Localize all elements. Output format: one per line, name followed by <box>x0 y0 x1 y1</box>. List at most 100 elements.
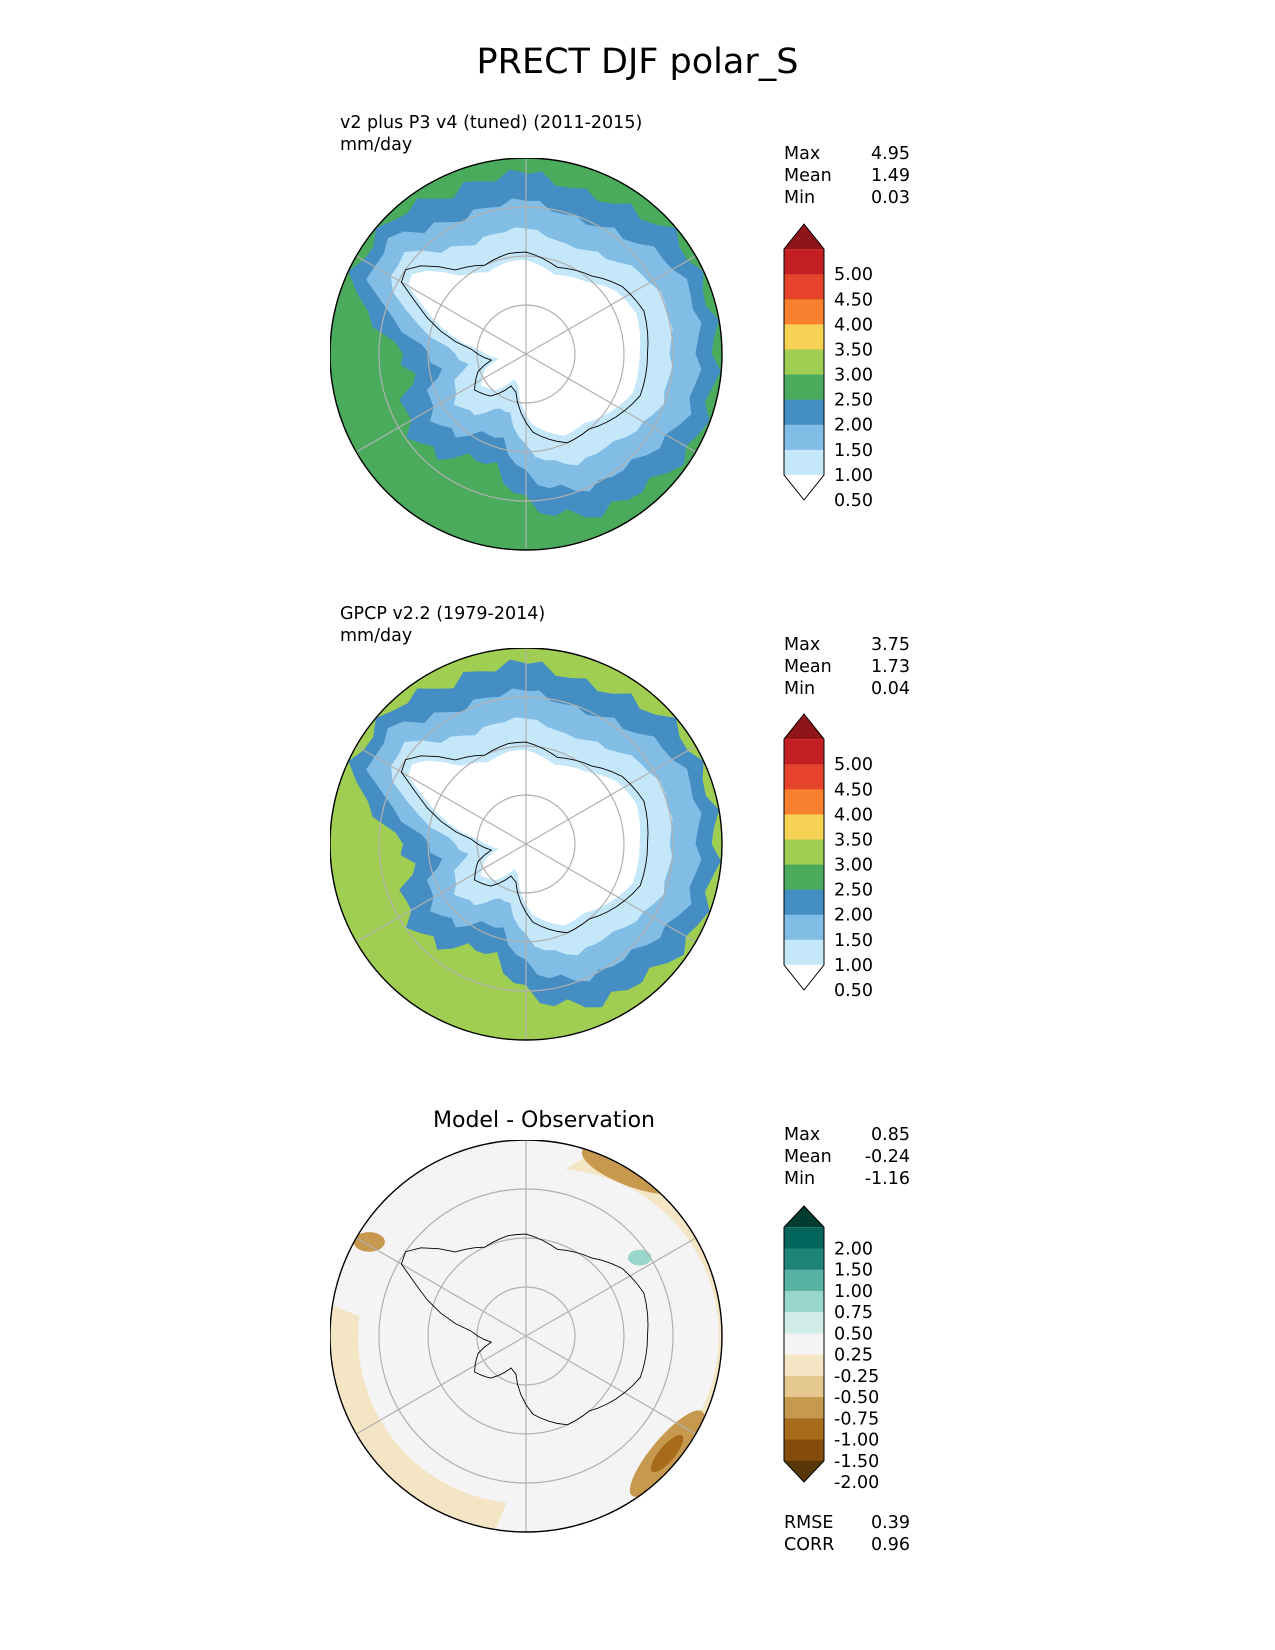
colorbar-box <box>784 864 824 891</box>
stat-value: 0.03 <box>871 188 910 208</box>
colorbar-tick-label: 4.00 <box>834 315 873 335</box>
antarctica-coastline <box>400 251 649 444</box>
colorbar-box <box>784 249 824 275</box>
panel2-stats: Max 3.75 Mean 1.73 Min 0.04 <box>784 634 910 700</box>
map-boundary <box>330 158 723 551</box>
figure-title: PRECT DJF polar_S <box>476 42 799 82</box>
stat-value: -1.16 <box>864 1169 910 1189</box>
panel1-title-text: v2 plus P3 v4 (tuned) (2011-2015) <box>340 113 643 133</box>
colorbar-extend-max <box>784 1206 824 1228</box>
colorbar-box <box>784 839 824 865</box>
stat-value: 0.04 <box>871 679 910 699</box>
colorbar-tick-label: 0.25 <box>834 1346 873 1366</box>
panel3-stat-min: Min -1.16 <box>784 1168 910 1190</box>
colorbar-tick-label: -0.25 <box>834 1367 879 1387</box>
colorbar-tick-label: 1.00 <box>834 466 873 486</box>
panel1-stat-min: Min 0.03 <box>784 187 910 209</box>
colorbar-box <box>784 789 824 815</box>
panel1-colorbar: 5.00 4.50 4.00 3.50 3.00 2.50 2.00 1.50 1.00 0.50 <box>783 223 873 511</box>
colorbar-outline <box>783 223 825 501</box>
stat-value: 3.75 <box>871 635 910 655</box>
colorbar-tick-label: 5.00 <box>834 265 873 285</box>
panel2-stat-min: Min 0.04 <box>784 678 910 700</box>
panel3-stat-mean: Mean -0.24 <box>784 1146 910 1168</box>
field-strong-dry-anomaly <box>650 1434 684 1473</box>
panel1-title: v2 plus P3 v4 (tuned) (2011-2015) mm/day <box>340 112 642 156</box>
meridian-4 <box>355 353 527 453</box>
colorbar-tick-label: 0.75 <box>834 1303 873 1323</box>
colorbar-box <box>784 424 824 451</box>
stat-value: 4.95 <box>871 144 910 164</box>
stat-label: Max <box>784 144 821 164</box>
panel3-stat-max: Max 0.85 <box>784 1124 910 1146</box>
stat-value: 0.39 <box>871 1513 910 1533</box>
colorbar-tick-label: -0.75 <box>834 1409 879 1429</box>
stat-value: -0.24 <box>864 1147 910 1167</box>
meridian-5 <box>355 1237 527 1337</box>
meridian-5 <box>355 255 527 355</box>
colorbar-box <box>784 764 824 790</box>
colorbar-tick-label: 1.50 <box>834 931 873 951</box>
difference-field <box>330 1140 722 1532</box>
meridian-2 <box>525 1335 697 1435</box>
precip-field <box>330 158 722 550</box>
meridian-1 <box>525 255 697 355</box>
stat-value: 0.85 <box>871 1125 910 1145</box>
stat-label: Mean <box>784 657 832 677</box>
stat-label: Max <box>784 1125 821 1145</box>
stat-label: Max <box>784 635 821 655</box>
colorbar-tick-label: 3.00 <box>834 366 873 386</box>
map-boundary <box>330 648 723 1041</box>
panel1-units: mm/day <box>340 135 413 155</box>
colorbar-tick-label: 2.00 <box>834 416 873 436</box>
colorbar-tick-label: 2.00 <box>834 1239 873 1259</box>
stat-label: RMSE <box>784 1513 834 1533</box>
stat-label: Min <box>784 1169 816 1189</box>
panel3-colorbar: 2.001.501.000.750.500.25-0.25-0.50-0.75-… <box>783 1205 879 1493</box>
colorbar-box <box>784 1354 824 1377</box>
panel2-units: mm/day <box>340 626 413 646</box>
antarctica-coastline <box>400 741 649 934</box>
colorbar-tick-label: 4.50 <box>834 290 873 310</box>
colorbar-extend-max <box>784 714 824 740</box>
colorbar-extend-max <box>784 224 824 250</box>
colorbar-box <box>784 349 824 375</box>
colorbar-box <box>784 914 824 941</box>
panel2-stat-mean: Mean 1.73 <box>784 656 910 678</box>
colorbar-box <box>784 1269 824 1292</box>
colorbar-tick-label: 2.50 <box>834 391 873 411</box>
colorbar-box <box>784 889 824 916</box>
colorbar-box <box>784 814 824 840</box>
colorbar-tick-label: 1.00 <box>834 956 873 976</box>
colorbar-tick-label: -1.00 <box>834 1431 879 1451</box>
colorbar-box <box>784 739 824 765</box>
colorbar-tick-label: 0.50 <box>834 981 873 1001</box>
colorbar-box <box>784 1248 824 1271</box>
colorbar-box <box>784 1227 824 1249</box>
stat-label: Min <box>784 188 816 208</box>
colorbar-box <box>784 1375 824 1398</box>
colorbar-extend-min <box>784 474 824 500</box>
colorbar-tick-label: 1.50 <box>834 441 873 461</box>
meridian-4 <box>355 1335 527 1435</box>
stat-value: 0.96 <box>871 1535 910 1555</box>
stat-value: 1.73 <box>871 657 910 677</box>
colorbar-tick-label: -2.00 <box>834 1473 879 1493</box>
antarctica-coastline <box>400 1233 649 1426</box>
panel3-extra-stats: RMSE 0.39 CORR 0.96 <box>784 1512 910 1556</box>
colorbar-tick-label: 3.00 <box>834 856 873 876</box>
graticule <box>355 158 697 550</box>
panel3-stats: Max 0.85 Mean -0.24 Min -1.16 <box>784 1124 910 1190</box>
colorbar-tick-label: 4.00 <box>834 805 873 825</box>
colorbar-tick-label: 3.50 <box>834 340 873 360</box>
colorbar-box <box>784 374 824 401</box>
colorbar-extend-min <box>784 1460 824 1482</box>
colorbar-outline <box>783 1205 825 1483</box>
panel2-colorbar: 5.00 4.50 4.00 3.50 3.00 2.50 2.00 1.50 1.00 0.50 <box>783 713 873 1001</box>
map-boundary <box>330 1140 723 1533</box>
meridian-1 <box>525 745 697 845</box>
colorbar-tick-label: 0.50 <box>834 491 873 511</box>
stat-label: CORR <box>784 1535 835 1555</box>
colorbar-outline <box>783 713 825 991</box>
colorbar-tick-label: 5.00 <box>834 755 873 775</box>
